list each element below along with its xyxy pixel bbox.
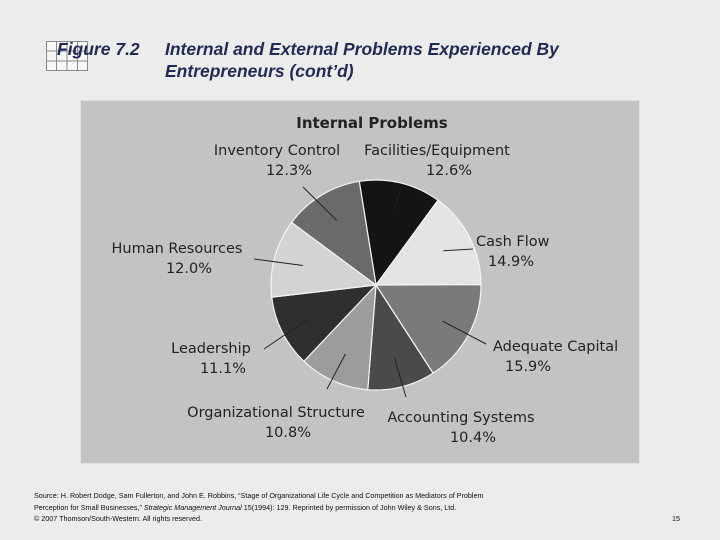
slice-value-label: 12.3%: [266, 163, 312, 179]
leader-line: [393, 187, 402, 212]
slice-label: Inventory Control: [214, 143, 340, 159]
journal-name: Strategic Management Journal: [143, 502, 242, 512]
source-line-1: Source: H. Robert Dodge, Sam Fullerton, …: [34, 491, 484, 500]
pie-slice-inventory-control: [290, 180, 377, 287]
chart-title: Internal Problems: [296, 114, 448, 132]
leader-line: [326, 353, 346, 390]
slice-label: Human Resources: [112, 241, 243, 257]
slice-label: Organizational Structure: [187, 405, 365, 421]
pie-slice-facilities-equipment: [358, 179, 439, 287]
pie-slice-human-resources: [270, 221, 378, 298]
table-grid-icon: [46, 41, 88, 71]
pie-slice-leadership: [271, 284, 378, 363]
source-line-2c: 15(1994): 129. Reprinted by permission o…: [243, 502, 457, 512]
slice-value-label: 12.0%: [166, 261, 212, 277]
leader-line: [263, 318, 309, 350]
slice-label: Facilities/Equipment: [364, 143, 510, 159]
title-line-2: Entrepreneurs (cont’d): [165, 61, 354, 81]
slice-value-label: 12.6%: [426, 163, 472, 179]
pie-slice-accounting-systems: [367, 283, 434, 391]
leader-line: [443, 248, 474, 252]
pie-chart: Internal Problems Facilities/Equipment 12…: [112, 114, 619, 446]
slice-value-label: 14.9%: [488, 254, 534, 270]
slice-label: Accounting Systems: [387, 410, 534, 426]
leader-line: [394, 358, 407, 398]
chart-panel: Internal Problems Facilities/Equipment 12…: [80, 100, 640, 464]
leader-line: [253, 258, 304, 266]
slice-label: Adequate Capital: [493, 339, 618, 355]
slice-label: Leadership: [171, 341, 251, 357]
copyright: © 2007 Thomson/South-Western. All rights…: [34, 514, 203, 523]
pie-slice-organizational-structure: [303, 283, 377, 391]
slice-value-label: 15.9%: [505, 359, 551, 375]
figure-number: Figure 7.2: [57, 39, 140, 59]
source-line-2a: Perception for Small Businesses,”: [34, 502, 142, 512]
slice-value-label: 10.8%: [265, 425, 311, 441]
slice-label: Cash Flow: [476, 234, 550, 250]
slice-value-label: 10.4%: [450, 430, 496, 446]
slide-title: Figure 7.2 Internal and External Problems…: [57, 38, 697, 82]
page-number: 15: [672, 514, 680, 523]
slice-value-label: 11.1%: [200, 361, 246, 377]
title-line-1: Internal and External Problems Experienc…: [165, 39, 559, 59]
leader-line: [442, 320, 487, 345]
source-citation: Source: H. Robert Dodge, Sam Fullerton, …: [34, 490, 664, 513]
pie-slice-cash-flow: [374, 199, 482, 286]
leader-line: [302, 186, 338, 221]
